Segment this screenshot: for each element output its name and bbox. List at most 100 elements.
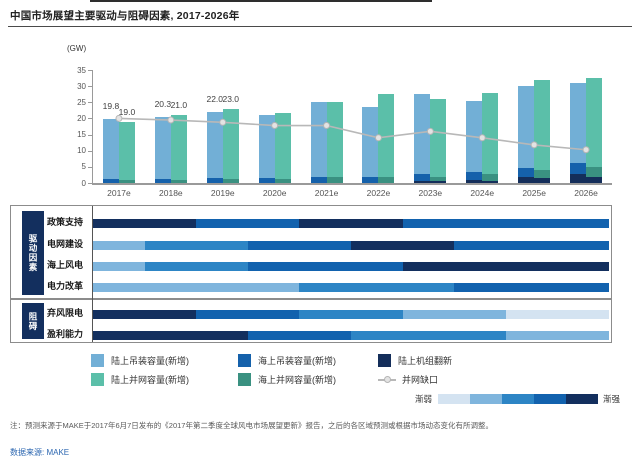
install-bar-segment bbox=[414, 180, 431, 183]
x-axis-label: 2022e bbox=[366, 188, 391, 198]
install-bar-segment bbox=[154, 179, 171, 183]
install-bar-segment bbox=[310, 176, 327, 183]
bar-value-label: 22.0 bbox=[206, 93, 224, 104]
install-bar-segment bbox=[362, 107, 379, 177]
bar-value-label: 19.8 bbox=[102, 101, 120, 112]
scale-level-swatch bbox=[534, 394, 566, 404]
grid-bar-segment bbox=[118, 179, 135, 183]
install-bar-segment bbox=[466, 171, 483, 180]
y-axis-tick bbox=[88, 118, 92, 120]
footnote: 注：预测来源于MAKE于2017年6月7日发布的《2017年第二季度全球风电市场… bbox=[10, 421, 493, 430]
y-axis-tick-label: 10 bbox=[77, 146, 86, 156]
data-source: 数据来源: MAKE bbox=[10, 448, 70, 457]
legend-line-icon bbox=[378, 379, 396, 381]
x-axis-label: 2021e bbox=[314, 188, 339, 198]
factor-strength-segment bbox=[93, 310, 197, 319]
legend-swatch-offshore_install bbox=[238, 354, 251, 367]
y-axis-tick bbox=[88, 183, 92, 184]
factor-strength-segment bbox=[144, 241, 248, 250]
grid-bar-segment bbox=[430, 176, 447, 182]
install-bar-segment bbox=[206, 111, 223, 179]
grid-bar-segment bbox=[586, 166, 603, 177]
title-divider bbox=[8, 26, 632, 27]
factor-strength-segment bbox=[402, 262, 609, 271]
grid-gap-marker bbox=[219, 118, 227, 126]
x-axis-label: 2019e bbox=[210, 188, 235, 198]
grid-gap-marker bbox=[426, 127, 434, 135]
factor-strength-segment bbox=[454, 283, 609, 292]
factor-strength-segment bbox=[351, 241, 455, 250]
grid-gap-marker bbox=[323, 122, 331, 130]
factor-row-label: 电网建设 bbox=[47, 239, 84, 249]
install-bar-segment bbox=[570, 173, 587, 183]
x-axis-label: 2024e bbox=[470, 188, 495, 198]
factor-strength-segment bbox=[299, 219, 403, 228]
grid-gap-polyline bbox=[118, 117, 587, 151]
install-bar-segment bbox=[466, 100, 483, 172]
scale-weak-label: 渐弱 bbox=[414, 394, 432, 404]
bar-value-label: 19.0 bbox=[118, 106, 136, 117]
drivers-barriers-panel: 驱动因素 政策支持 电网建设 海上风电 电力改革 阻碍 弃风限电 盈利能力 bbox=[10, 205, 612, 343]
install-bar-segment bbox=[258, 178, 275, 183]
factor-strength-segment bbox=[247, 241, 351, 250]
x-axis-label: 2017e bbox=[107, 188, 131, 198]
factor-strength-segment bbox=[299, 310, 403, 319]
y-axis-tick-label: 5 bbox=[81, 162, 86, 172]
grid-gap-marker bbox=[374, 134, 382, 142]
factor-strength-segment bbox=[93, 219, 197, 228]
y-axis-tick-label: 30 bbox=[77, 81, 86, 91]
grid-bar-segment bbox=[170, 179, 187, 183]
factor-strength-segment bbox=[144, 262, 248, 271]
grid-bar-segment bbox=[274, 179, 291, 183]
y-axis-tick bbox=[88, 70, 92, 71]
factor-row-label: 盈利能力 bbox=[47, 329, 84, 339]
grid-bar-segment bbox=[534, 178, 551, 183]
legend-swatch-refurb bbox=[378, 354, 391, 367]
legend-swatch-onshore_grid bbox=[91, 373, 104, 386]
scale-level-swatch bbox=[470, 394, 502, 404]
grid-bar-segment bbox=[586, 78, 603, 167]
grid-bar-segment bbox=[534, 170, 551, 179]
y-axis-tick-label: 25 bbox=[77, 97, 86, 107]
legend-label: 陆上机组翻新 bbox=[398, 356, 453, 366]
factor-group-label-barriers: 阻碍 bbox=[22, 303, 44, 339]
grid-bar-segment bbox=[378, 177, 395, 183]
grid-bar-segment bbox=[534, 79, 551, 171]
grid-bar-segment bbox=[274, 112, 291, 180]
scale-level-swatch bbox=[502, 394, 534, 404]
grid-bar-segment bbox=[482, 92, 499, 175]
y-axis-tick-label: 35 bbox=[77, 65, 86, 75]
factor-strength-segment bbox=[454, 241, 609, 250]
x-axis-label: 2026e bbox=[574, 188, 598, 198]
grid-bar-segment bbox=[482, 180, 499, 183]
install-bar-segment bbox=[414, 94, 431, 174]
grid-bar-segment bbox=[378, 94, 395, 178]
grid-bar-segment bbox=[326, 102, 343, 177]
factor-strength-segment bbox=[93, 241, 145, 250]
legend-label: 并网缺口 bbox=[402, 375, 439, 385]
install-bar-segment bbox=[414, 173, 431, 181]
factor-strength-segment bbox=[247, 331, 351, 340]
y-axis-tick-label: 15 bbox=[77, 130, 86, 140]
grid-bar-segment bbox=[430, 99, 447, 177]
factor-strength-segment bbox=[505, 310, 609, 319]
install-bar-segment bbox=[518, 167, 535, 178]
install-bar-segment bbox=[518, 177, 535, 183]
factor-strength-segment bbox=[505, 331, 609, 340]
install-bar-segment bbox=[518, 86, 535, 168]
install-bar-segment bbox=[570, 162, 587, 174]
bar-value-label: 21.0 bbox=[170, 100, 188, 111]
legend-label: 陆上吊装容量(新增) bbox=[111, 356, 189, 366]
y-axis-unit-label: (GW) bbox=[67, 44, 87, 53]
grid-bar-segment bbox=[326, 176, 343, 183]
y-axis-tick-label: 20 bbox=[77, 113, 86, 123]
legend-label: 陆上并网容量(新增) bbox=[111, 375, 189, 385]
install-bar-segment bbox=[102, 179, 119, 183]
factor-strength-segment bbox=[93, 262, 145, 271]
scale-level-swatch bbox=[438, 394, 470, 404]
factor-strength-segment bbox=[196, 310, 300, 319]
grid-bar-segment bbox=[222, 179, 239, 183]
x-axis-line bbox=[92, 183, 612, 185]
grid-gap-marker bbox=[530, 141, 538, 149]
factor-strength-segment bbox=[247, 262, 403, 271]
